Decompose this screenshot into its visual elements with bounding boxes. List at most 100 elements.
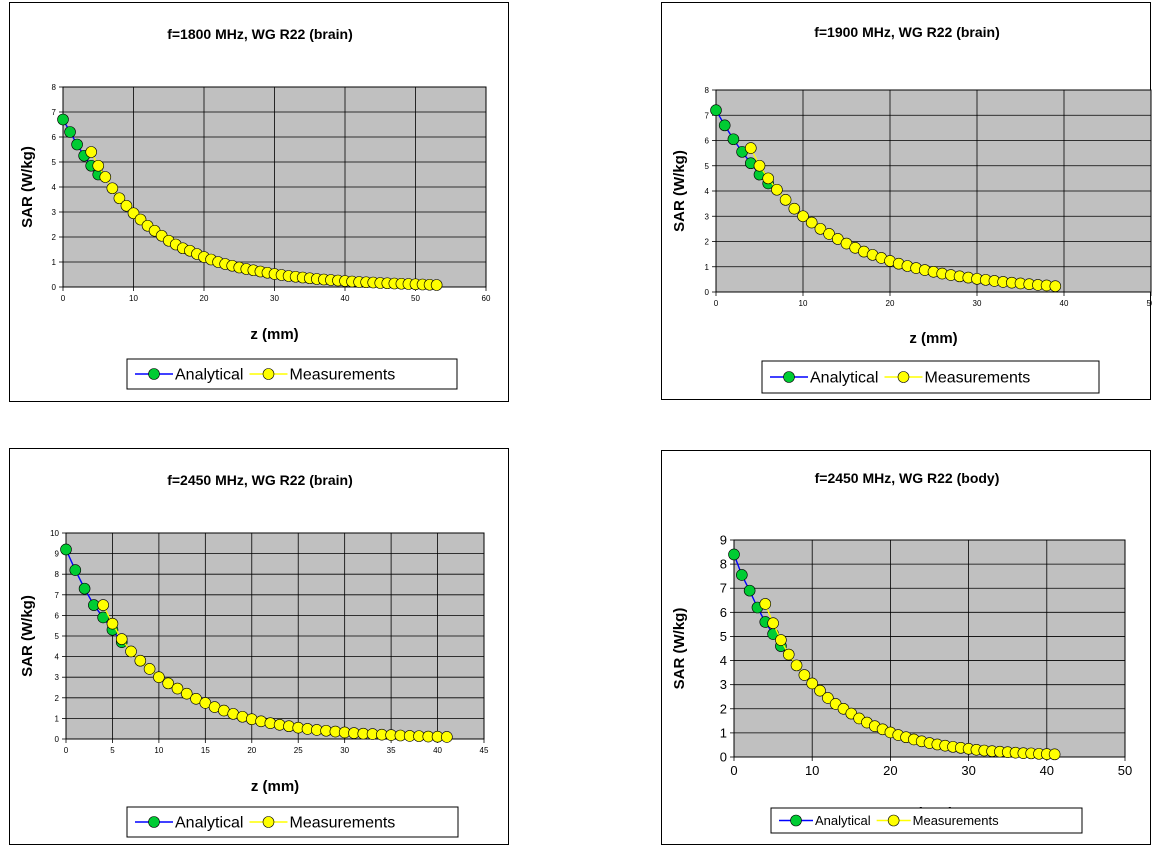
legend-marker <box>262 368 275 380</box>
data-point <box>798 669 811 681</box>
data-point <box>430 279 443 291</box>
x-tick-label: 50 <box>411 294 420 303</box>
x-tick-label: 0 <box>64 746 69 755</box>
data-point <box>727 133 740 146</box>
legend-marker <box>783 371 795 383</box>
legend-box <box>126 806 459 838</box>
x-tick-label: 30 <box>973 299 982 308</box>
data-point <box>106 182 119 195</box>
data-point <box>728 548 740 561</box>
data-point <box>736 569 748 581</box>
legend: Analytical Measurements <box>761 360 1100 394</box>
legend: Analytical Measurements <box>126 358 458 390</box>
legend-marker <box>790 814 802 827</box>
legend-label: Measurements <box>289 815 395 832</box>
data-point <box>60 543 72 556</box>
data-point <box>92 159 105 172</box>
plot-border <box>62 86 487 288</box>
data-point <box>171 682 184 695</box>
legend-box <box>126 358 458 390</box>
y-tick-label: 7 <box>52 108 57 117</box>
x-tick-label: 40 <box>341 294 350 303</box>
y-tick-label: 7 <box>55 591 60 600</box>
data-point <box>775 634 787 646</box>
y-tick-label: 9 <box>55 550 60 559</box>
data-point <box>745 142 757 154</box>
y-tick-label: 5 <box>705 162 710 171</box>
legend-label: Measurements <box>913 813 999 828</box>
legend-marker <box>887 814 900 827</box>
y-tick-label: 7 <box>720 581 727 596</box>
y-tick-label: 1 <box>720 725 727 740</box>
data-point <box>718 119 731 132</box>
legend-label: Measurements <box>289 367 395 384</box>
x-tick-label: 10 <box>799 299 808 308</box>
data-point <box>823 228 835 240</box>
x-tick-label: 10 <box>805 763 819 778</box>
data-point <box>69 564 82 576</box>
series-measurements <box>759 598 1061 761</box>
plot-border <box>733 539 1126 758</box>
x-tick-label: 50 <box>1118 763 1132 778</box>
data-point <box>743 584 756 597</box>
y-tick-label: 9 <box>720 533 727 548</box>
x-tick-label: 15 <box>201 746 210 755</box>
y-tick-label: 1 <box>52 258 57 267</box>
legend: Analytical Measurements <box>770 807 1083 834</box>
x-axis-label: z (mm) <box>251 778 299 795</box>
data-point <box>57 113 69 126</box>
data-point <box>797 210 809 223</box>
plot-border <box>65 532 485 740</box>
y-tick-label: 3 <box>705 212 710 221</box>
chart-2450mhz-brain: f=2450 MHz, WG R22 (brain) 0 1 2 3 4 5 6 7 8 9 10 0 5… <box>9 448 509 845</box>
legend-box <box>761 360 1100 394</box>
chart-1800mhz-brain: f=1800 MHz, WG R22 (brain) 0 1 2 3 4 5 6 7 8 0 10 20… <box>9 2 509 402</box>
y-tick-label: 10 <box>50 529 59 538</box>
x-tick-label: 40 <box>1060 299 1069 308</box>
chart-title: f=1900 MHz, WG R22 (brain) <box>814 24 1000 40</box>
y-tick-label: 6 <box>720 605 727 620</box>
chart-title: f=1800 MHz, WG R22 (brain) <box>167 26 353 42</box>
y-tick-label: 3 <box>55 673 60 682</box>
chart-title: f=2450 MHz, WG R22 (brain) <box>167 472 353 488</box>
x-tick-label: 50 <box>1147 299 1152 308</box>
data-point <box>779 194 792 206</box>
data-point <box>85 146 97 158</box>
y-tick-label: 4 <box>705 187 710 196</box>
y-tick-label: 6 <box>55 611 60 620</box>
data-point <box>64 126 76 138</box>
y-tick-label: 5 <box>55 632 60 641</box>
y-tick-label: 5 <box>720 629 727 644</box>
chart-svg: f=1900 MHz, WG R22 (brain) 0 1 2 3 4 5 6 7 8 0 10 20… <box>671 24 1152 394</box>
legend-label: Analytical <box>810 370 878 387</box>
legend-marker <box>897 371 910 383</box>
x-tick-label: 30 <box>961 763 975 778</box>
legend-marker <box>148 816 160 828</box>
series-measurements <box>97 599 453 743</box>
y-tick-label: 0 <box>720 750 727 765</box>
legend-box <box>770 807 1083 834</box>
y-tick-label: 4 <box>52 183 57 192</box>
x-tick-label: 25 <box>294 746 303 755</box>
y-tick-label: 7 <box>705 111 710 120</box>
y-tick-label: 0 <box>705 288 710 297</box>
x-tick-label: 45 <box>480 746 489 755</box>
x-tick-label: 0 <box>714 299 719 308</box>
data-point <box>767 617 779 629</box>
data-point <box>180 687 193 700</box>
y-tick-label: 8 <box>705 86 710 95</box>
data-point <box>771 183 783 196</box>
x-tick-label: 20 <box>883 763 897 778</box>
data-point <box>822 692 834 704</box>
x-tick-label: 0 <box>730 763 737 778</box>
series-analytical <box>57 113 105 181</box>
x-tick-label: 35 <box>387 746 396 755</box>
x-tick-label: 20 <box>247 746 256 755</box>
x-tick-label: 0 <box>61 294 66 303</box>
y-tick-label: 2 <box>705 238 710 247</box>
y-tick-label: 0 <box>55 735 60 744</box>
data-point <box>806 677 818 690</box>
data-point <box>71 138 83 151</box>
data-point <box>814 223 827 235</box>
